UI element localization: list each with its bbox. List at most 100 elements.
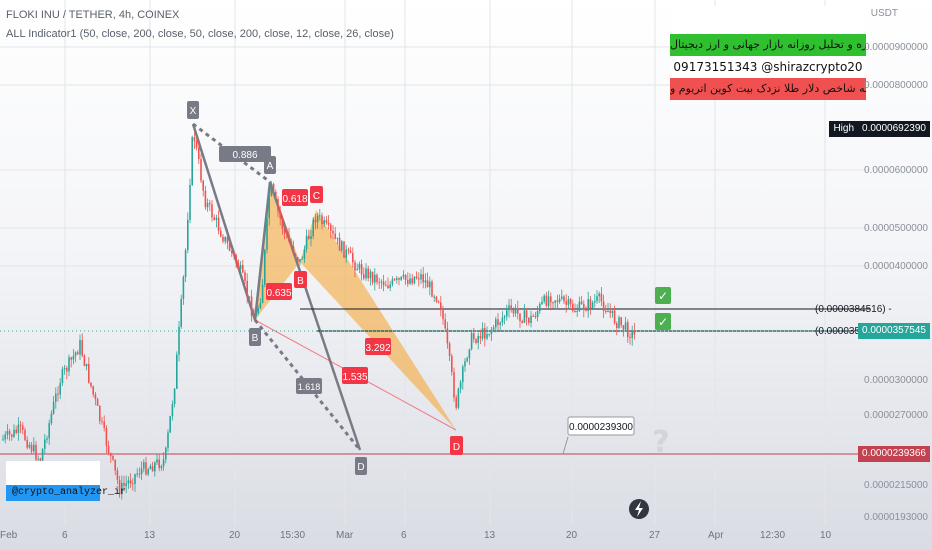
point-b-label[interactable]: B: [294, 271, 307, 288]
candle-body: [283, 228, 286, 234]
candle-body: [286, 233, 288, 235]
candle-body: [39, 458, 42, 461]
candle-body: [341, 241, 343, 251]
lightning-icon[interactable]: [629, 499, 649, 519]
candle-body: [19, 424, 22, 426]
candle-body: [517, 308, 519, 314]
candle-body: [99, 405, 101, 421]
svg-text:1.535: 1.535: [342, 372, 367, 383]
ratio-outer-1[interactable]: 0.886: [219, 146, 271, 162]
candle-body: [44, 439, 46, 449]
candle-body: [330, 224, 332, 231]
candle-body: [50, 413, 53, 424]
pattern-point-b-gray[interactable]: B: [249, 328, 261, 346]
candle-body: [556, 300, 559, 302]
candle-body: [618, 317, 620, 328]
ratio-label-4[interactable]: 1.535: [342, 367, 368, 384]
candle-body: [136, 473, 138, 475]
candle-body: [435, 296, 438, 302]
candle-body: [103, 421, 105, 428]
x-tick: 10: [820, 530, 832, 541]
high-label: High: [833, 123, 855, 134]
candle-body: [171, 404, 174, 417]
y-tick: 0.0000800000: [864, 80, 928, 91]
ratio-outer-2[interactable]: 1.618: [296, 378, 322, 394]
check-icon: ✓: [655, 287, 671, 304]
x-tick: Apr: [708, 530, 724, 541]
candle-body: [204, 190, 207, 208]
candle-body: [198, 147, 200, 160]
candle-body: [327, 222, 330, 225]
candle-body: [345, 249, 347, 258]
question-mark: ?: [652, 425, 669, 460]
candle-body: [536, 311, 539, 317]
point-d-label[interactable]: D: [450, 436, 463, 455]
candle-body: [46, 438, 48, 440]
candle-body: [323, 220, 325, 225]
candle-body: [57, 393, 59, 395]
candle-body: [506, 310, 508, 317]
x-tick: 27: [649, 530, 661, 541]
x-tick: 6: [401, 530, 407, 541]
price-callout[interactable]: 0.0000239300: [567, 416, 635, 436]
point-c-label[interactable]: C: [310, 186, 323, 203]
candle-body: [349, 250, 352, 254]
high-value: 0.0000692390: [862, 123, 926, 134]
candle-body: [206, 202, 209, 208]
candle-body: [118, 480, 121, 495]
svg-text:B: B: [252, 333, 259, 344]
candle-body: [598, 293, 600, 297]
candle-body: [149, 466, 152, 470]
candle-body: [294, 254, 297, 258]
candle-body: [235, 255, 237, 264]
candle-body: [279, 210, 281, 219]
candle-body: [253, 315, 255, 317]
candle-body: [541, 301, 543, 305]
candle-body: [613, 310, 616, 324]
level-upper-label: (0.0000384516) -: [815, 304, 892, 315]
candle-body: [415, 276, 418, 279]
ratio-label-1[interactable]: 0.618: [282, 189, 308, 206]
info-box: جهت آموزش و مشاوره و تحلیل روزانه بازار …: [670, 6, 866, 100]
candle-body: [433, 296, 435, 298]
candle-body: [26, 439, 28, 448]
candle-body: [629, 337, 631, 339]
pattern-point-d-gray[interactable]: D: [355, 457, 367, 475]
candle-body: [281, 218, 284, 229]
candle-body: [583, 303, 585, 310]
candle-body: [288, 234, 290, 242]
candle-body: [519, 313, 521, 322]
svg-text:D: D: [453, 442, 460, 453]
candle-body: [112, 455, 114, 460]
user-tag-label: @crypto_analyzer_ir: [6, 485, 126, 501]
candle-body: [470, 333, 473, 350]
y-tick: 0.0000400000: [864, 261, 928, 272]
candle-body: [532, 315, 534, 317]
candle-body: [558, 298, 561, 302]
candle-body: [248, 296, 251, 298]
candle-body: [512, 309, 515, 314]
pattern-point-x[interactable]: X: [187, 101, 199, 119]
x-tick: 20: [566, 530, 578, 541]
candle-body: [479, 336, 482, 339]
candle-body: [547, 296, 550, 306]
candle-body: [431, 281, 433, 297]
candle-body: [631, 330, 633, 338]
candle-body: [28, 444, 31, 448]
candle-body: [224, 236, 226, 242]
candle-body: [222, 236, 224, 242]
ratio-label-2[interactable]: 0.635: [266, 283, 292, 300]
candle-body: [371, 271, 374, 283]
candle-body: [369, 271, 372, 279]
candle-body: [255, 313, 257, 317]
candle-body: [569, 299, 572, 304]
candle-body: [184, 250, 187, 278]
candle-body: [154, 462, 156, 472]
ratio-label-3[interactable]: 3.292: [365, 338, 391, 355]
candle-body: [481, 328, 484, 339]
candle-body: [114, 459, 116, 471]
candle-body: [270, 183, 273, 196]
candle-body: [409, 278, 411, 284]
candle-body: [292, 246, 295, 255]
